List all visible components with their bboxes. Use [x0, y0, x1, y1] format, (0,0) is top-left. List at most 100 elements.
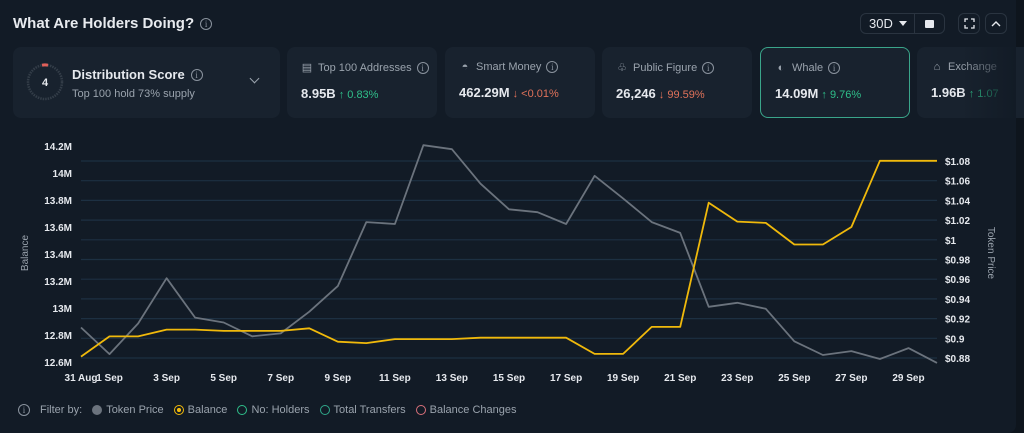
y-left-tick: 12.6M	[44, 358, 72, 369]
legend-item-token-price[interactable]: Token Price	[92, 404, 164, 416]
card-header: ▤ Top 100 Addresses i	[301, 61, 437, 74]
y-right-tick: $1.02	[945, 216, 970, 227]
x-tick: 3 Sep	[153, 373, 180, 384]
money-icon: ▤	[301, 62, 313, 74]
x-tick: 27 Sep	[835, 373, 867, 384]
calendar-icon	[925, 19, 935, 28]
y-left-tick: 14.2M	[44, 142, 72, 153]
y-right-tick: $0.98	[945, 256, 970, 267]
score-value: 4	[42, 77, 49, 89]
y-left-tick: 13.8M	[44, 196, 72, 207]
y-right-tick: $0.9	[945, 334, 965, 345]
change-up: ↑ 9.76%	[821, 89, 862, 101]
whale-icon: ◐	[777, 62, 785, 74]
x-tick: 11 Sep	[379, 373, 411, 384]
info-icon[interactable]: i	[18, 404, 30, 416]
x-tick: 25 Sep	[778, 373, 810, 384]
distribution-score-card[interactable]: 4 Distribution Score i Top 100 hold 73% s…	[13, 47, 280, 118]
card-value: 26,246 ↓ 99.59%	[616, 86, 705, 101]
arrow-up-icon: ↑	[338, 89, 345, 101]
range-selector[interactable]: 30D	[860, 13, 945, 34]
x-tick: 5 Sep	[210, 373, 237, 384]
info-icon[interactable]: i	[190, 68, 203, 81]
scroll-fade	[960, 47, 1016, 118]
sunglasses-icon: ◓	[461, 61, 469, 73]
series-token-price-line	[80, 144, 938, 364]
arrow-down-icon: ↓	[512, 88, 519, 100]
legend-marker	[92, 405, 103, 415]
legend-item-no-holders[interactable]: No: Holders	[237, 404, 310, 416]
y-right-tick: $1.06	[945, 177, 970, 188]
y-right-tick: $1.04	[945, 196, 970, 207]
x-tick: 17 Sep	[550, 373, 582, 384]
legend-item-total-transfers[interactable]: Total Transfers	[319, 404, 406, 416]
collapse-button[interactable]	[985, 13, 1007, 34]
card-value: 14.09M ↑ 9.76%	[775, 86, 862, 101]
y-right-label: Token Price	[985, 227, 996, 280]
x-tick: 13 Sep	[436, 373, 468, 384]
series-balance-line	[80, 159, 937, 358]
caret-down-icon	[898, 21, 907, 26]
legend-marker	[173, 405, 184, 415]
x-tick: 7 Sep	[267, 373, 294, 384]
info-icon[interactable]: i	[702, 61, 715, 74]
chart-legend: i Filter by: Token Price Balance No: Holde…	[18, 404, 517, 416]
x-tick: 15 Sep	[493, 373, 525, 384]
y-right-tick: $1.08	[945, 157, 970, 168]
info-icon[interactable]: i	[546, 61, 559, 73]
card-top-100-addresses[interactable]: ▤ Top 100 Addresses i 8.95B ↑ 0.83%	[287, 47, 437, 118]
y-left-tick: 13.6M	[44, 223, 72, 234]
info-icon[interactable]: i	[200, 17, 213, 30]
lightbulb-icon: ♧	[617, 62, 627, 74]
legend-item-balance-changes[interactable]: Balance Changes	[415, 404, 517, 416]
card-whale[interactable]: ◐ Whale i 14.09M ↑ 9.76%	[760, 47, 910, 118]
card-value: 462.29M ↓ <0.01%	[459, 85, 559, 100]
distribution-title: Distribution Score i	[72, 67, 203, 82]
filter-label: Filter by:	[40, 404, 83, 416]
change-up: ↑ 0.83%	[338, 89, 379, 101]
info-icon[interactable]: i	[828, 62, 841, 74]
card-header: ◓ Smart Money i	[459, 61, 595, 73]
y-left-label: Balance	[20, 234, 31, 271]
legend-marker	[415, 405, 426, 415]
score-ring: 4	[26, 63, 64, 101]
change-down: ↓ <0.01%	[512, 88, 559, 100]
y-right-tick: $0.94	[945, 295, 970, 306]
y-right-tick: $1	[945, 236, 957, 247]
card-value: 8.95B ↑ 0.83%	[301, 86, 379, 101]
holders-chart: $0.88 $0.9 $0.92 $0.94 $0.96 $0.98 $1 $1.02 $1.0…	[20, 142, 996, 384]
legend-marker	[237, 405, 248, 415]
legend-marker	[319, 405, 330, 415]
x-tick: 31 Aug	[65, 373, 98, 384]
range-dropdown[interactable]: 30D	[861, 14, 916, 33]
y-right-tick: $0.96	[945, 275, 970, 286]
y-left-tick: 14M	[53, 169, 72, 180]
x-tick: 19 Sep	[607, 373, 639, 384]
x-tick: 29 Sep	[892, 373, 924, 384]
card-public-figure[interactable]: ♧ Public Figure i 26,246 ↓ 99.59%	[602, 47, 752, 118]
calendar-button[interactable]	[915, 19, 944, 28]
change-down: ↓ 99.59%	[658, 89, 705, 101]
legend-item-balance[interactable]: Balance	[173, 404, 227, 416]
info-icon[interactable]: i	[416, 61, 429, 74]
y-right-tick: $0.88	[945, 354, 970, 365]
x-tick: 9 Sep	[324, 373, 351, 384]
distribution-subtitle: Top 100 hold 73% supply	[72, 88, 195, 100]
card-smart-money[interactable]: ◓ Smart Money i 462.29M ↓ <0.01%	[445, 47, 595, 118]
y-left-tick: 13.4M	[44, 250, 72, 261]
fullscreen-button[interactable]	[958, 13, 980, 34]
x-tick: 23 Sep	[721, 373, 753, 384]
card-header: ◐ Whale i	[775, 62, 909, 74]
chevron-up-icon	[991, 21, 1001, 27]
x-tick: 21 Sep	[664, 373, 696, 384]
arrow-down-icon: ↓	[658, 89, 665, 101]
panel-title: What Are Holders Doing? i	[13, 15, 213, 32]
card-header: ♧ Public Figure i	[616, 61, 752, 74]
y-left-tick: 12.8M	[44, 331, 72, 342]
y-right-tick: $0.92	[945, 315, 970, 326]
y-left-tick: 13.2M	[44, 277, 72, 288]
x-tick: 1 Sep	[96, 373, 123, 384]
y-left-tick: 13M	[53, 304, 72, 315]
fullscreen-icon	[963, 18, 975, 29]
